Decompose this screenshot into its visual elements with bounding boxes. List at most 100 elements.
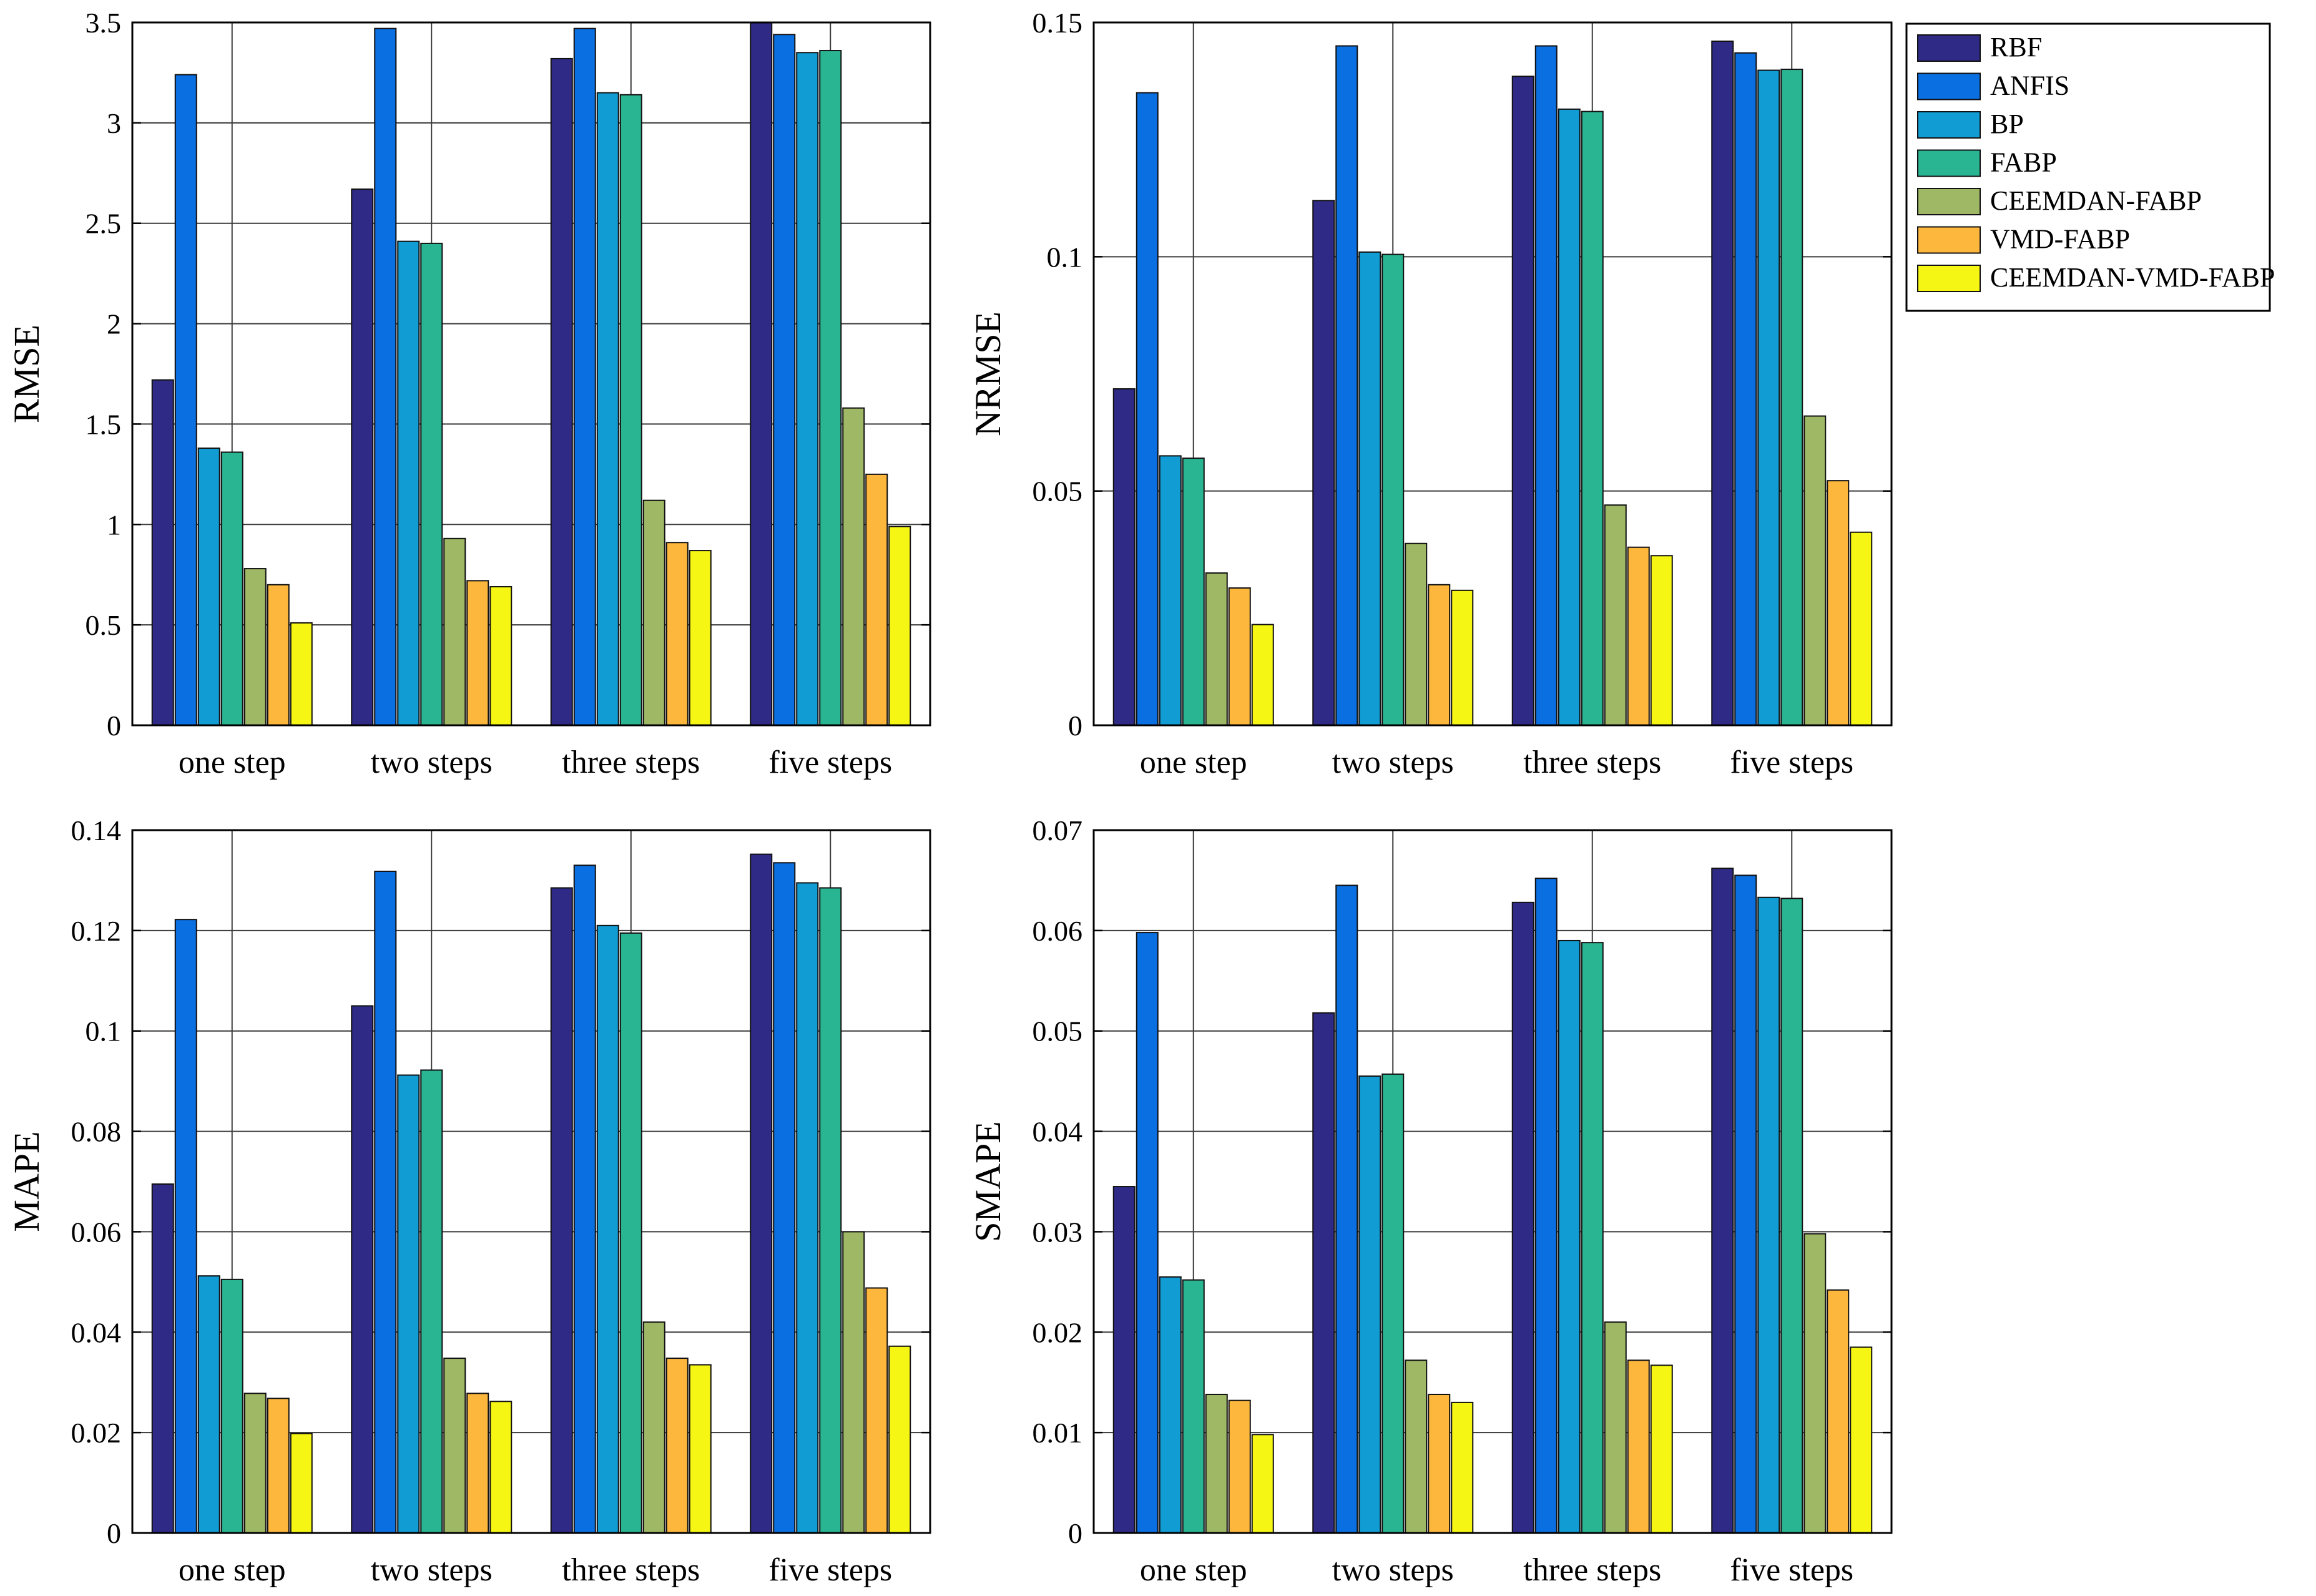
bar-vmd-fabp <box>1627 1359 1650 1534</box>
bar-fabp <box>819 50 842 726</box>
x-tick-label: two steps <box>371 745 493 780</box>
bar-bp <box>197 448 220 727</box>
bar-fabp <box>1182 1279 1205 1534</box>
y-tick-label: 0 <box>1068 710 1082 742</box>
legend-swatch <box>1917 111 1981 139</box>
bar-fabp <box>1182 458 1205 726</box>
bar-ceemdan-vmd-fabp <box>1251 624 1274 727</box>
bar-bp <box>1159 1276 1182 1534</box>
charts-layer: 0 0.5 1 1.5 2 2.5 3 3.5 one step two steps three s… <box>6 7 1893 1588</box>
bar-rbf <box>1312 200 1335 726</box>
y-tick-label: 2.5 <box>86 208 122 240</box>
y-axis-title: MAPE <box>6 1131 47 1231</box>
y-tick-label: 0.5 <box>86 609 122 641</box>
chart-rmse: 0 0.5 1 1.5 2 2.5 3 3.5 one step two steps three s… <box>6 7 931 780</box>
legend-label: VMD-FABP <box>1990 224 2130 255</box>
x-tick-label: five steps <box>768 1552 892 1588</box>
bar-bp <box>197 1275 220 1534</box>
bar-ceemdan-fabp <box>243 1393 267 1534</box>
x-tick-label: five steps <box>1730 1552 1853 1588</box>
bar-fabp <box>220 1278 243 1534</box>
legend-label: RBF <box>1990 32 2042 62</box>
bar-ceemdan-vmd-fabp <box>1850 531 1873 726</box>
bar-vmd-fabp <box>1827 480 1850 726</box>
bar-bp <box>596 924 619 1534</box>
bar-vmd-fabp <box>267 584 290 726</box>
bar-anfis <box>573 864 596 1534</box>
x-tick-label: two steps <box>1332 1552 1454 1588</box>
y-tick-label: 0 <box>107 710 121 742</box>
bar-vmd-fabp <box>665 542 689 726</box>
bar-ceemdan-fabp <box>1205 1394 1228 1534</box>
y-tick-label: 0.12 <box>71 915 122 947</box>
bar-bp <box>1159 455 1182 726</box>
bar-rbf <box>351 1005 374 1534</box>
bar-ceemdan-fabp <box>1803 1233 1827 1534</box>
bar-ceemdan-vmd-fabp <box>689 550 712 726</box>
bar-vmd-fabp <box>466 1393 489 1534</box>
bar-rbf <box>750 853 773 1534</box>
bar-anfis <box>1136 932 1159 1534</box>
chart-smape: 0 0.01 0.02 0.03 0.04 0.05 0.06 0.07 one step two… <box>968 815 1893 1588</box>
x-tick-label: three steps <box>562 745 700 780</box>
legend-swatch <box>1917 149 1981 177</box>
x-tick-label: three steps <box>562 1552 700 1588</box>
y-tick-label: 0.04 <box>71 1316 122 1348</box>
bar-ceemdan-fabp <box>1604 504 1627 726</box>
axes-frame <box>1092 21 1893 727</box>
legend-label: FABP <box>1990 147 2057 178</box>
bar-vmd-fabp <box>1428 584 1451 726</box>
x-tick-label: two steps <box>1332 745 1454 780</box>
y-tick-label: 0.15 <box>1033 7 1083 39</box>
bar-bp <box>1558 108 1581 726</box>
y-tick-label: 0.1 <box>1047 241 1083 273</box>
bar-ceemdan-vmd-fabp <box>1650 1364 1673 1534</box>
x-tick-label: five steps <box>768 745 892 780</box>
bar-ceemdan-fabp <box>642 499 665 726</box>
y-tick-label: 0.07 <box>1033 815 1083 846</box>
y-tick-label: 0.06 <box>1033 915 1083 947</box>
legend-swatch <box>1917 188 1981 215</box>
bar-bp <box>1558 939 1581 1534</box>
bar-fabp <box>420 1069 443 1534</box>
bar-ceemdan-vmd-fabp <box>489 586 513 727</box>
bar-rbf <box>1711 41 1734 727</box>
bar-fabp <box>1581 942 1604 1534</box>
bar-ceemdan-vmd-fabp <box>1451 1401 1474 1534</box>
bar-rbf <box>750 22 773 726</box>
bar-fabp <box>819 887 842 1534</box>
bar-vmd-fabp <box>865 473 888 726</box>
bar-anfis <box>1335 884 1358 1534</box>
bar-ceemdan-fabp <box>443 537 466 726</box>
bar-vmd-fabp <box>1228 1399 1251 1534</box>
bar-anfis <box>573 27 596 726</box>
legend-swatch <box>1917 34 1981 62</box>
y-tick-label: 0.05 <box>1033 1016 1083 1047</box>
x-tick-label: one step <box>1140 745 1247 780</box>
bar-anfis <box>773 34 796 726</box>
bar-vmd-fabp <box>1627 546 1650 726</box>
y-axis-title: SMAPE <box>968 1121 1008 1241</box>
x-tick-label: five steps <box>1730 745 1853 780</box>
bar-fabp <box>619 94 642 726</box>
bar-ceemdan-vmd-fabp <box>888 526 911 726</box>
legend-swatch <box>1917 226 1981 254</box>
bar-fabp <box>1581 110 1604 727</box>
bar-vmd-fabp <box>1428 1394 1451 1534</box>
bar-rbf <box>1312 1012 1335 1534</box>
axes-frame <box>131 829 931 1534</box>
y-tick-label: 0.06 <box>71 1216 122 1248</box>
bar-ceemdan-fabp <box>1405 542 1428 726</box>
x-tick-label: one step <box>1140 1552 1247 1588</box>
bar-vmd-fabp <box>267 1398 290 1534</box>
bar-fabp <box>1780 69 1803 727</box>
legend-swatch <box>1917 265 1981 292</box>
bar-fabp <box>420 242 443 726</box>
bar-bp <box>796 882 819 1534</box>
bar-bp <box>397 1074 420 1534</box>
y-tick-label: 1.5 <box>86 408 122 440</box>
x-tick-label: one step <box>179 745 286 780</box>
bar-ceemdan-vmd-fabp <box>290 1432 313 1534</box>
bar-rbf <box>1511 76 1534 727</box>
bar-ceemdan-vmd-fabp <box>1850 1346 1873 1534</box>
